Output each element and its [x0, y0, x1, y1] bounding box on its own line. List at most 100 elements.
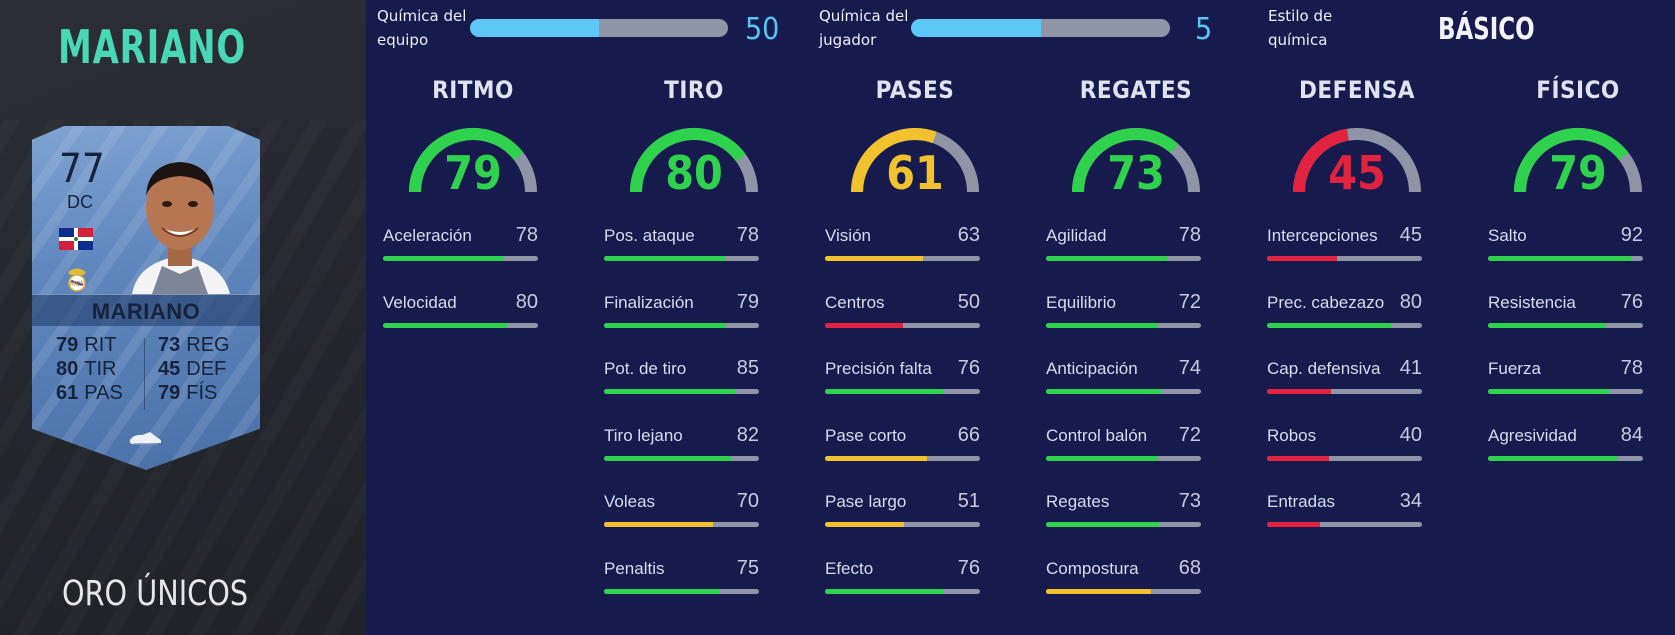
stat-row: Finalización 79 — [604, 291, 759, 333]
card-name-bar: MARIANO — [32, 294, 260, 326]
card-stat-sho: 80 TIR — [56, 358, 117, 380]
stat-bar — [1046, 322, 1201, 328]
stat-bar — [1267, 322, 1422, 328]
card-stat-pac: 79 RIT — [56, 334, 117, 356]
stat-bar — [825, 389, 980, 394]
stat-value: 70 — [736, 490, 759, 512]
stat-label: Regates — [1046, 492, 1110, 511]
stat-row: Compostura 68 — [1046, 556, 1201, 599]
category-rating: 45 — [1328, 146, 1386, 200]
category-title: PASES — [875, 76, 955, 104]
team-chemistry-label: Química del equipo — [377, 7, 467, 49]
stat-bar — [1046, 389, 1201, 394]
stat-bar — [604, 588, 759, 594]
stat-bar-fill — [1267, 522, 1320, 527]
player-panel: MARIANO 77 DC MCF — [0, 0, 366, 635]
player-chemistry-value: 5 — [1195, 12, 1213, 47]
stat-bar — [1267, 522, 1422, 527]
stat-row: Prec. cabezazo 80 — [1267, 291, 1422, 333]
stat-value: 76 — [1620, 290, 1643, 313]
stat-bar-fill — [383, 256, 504, 261]
stat-row: Penaltis 75 — [604, 557, 759, 599]
player-photo — [132, 162, 230, 294]
team-chemistry-bar — [470, 19, 728, 37]
stat-bar-fill — [1267, 322, 1391, 328]
category-rating: 79 — [1549, 146, 1607, 200]
category-gauge — [1514, 128, 1642, 193]
stat-label: Compostura — [1046, 558, 1139, 578]
stat-value: 74 — [1178, 357, 1201, 379]
stat-bar — [1488, 455, 1643, 461]
stat-bar — [1267, 389, 1422, 394]
stat-row: Visión 63 — [825, 224, 980, 266]
stat-value: 72 — [1178, 290, 1201, 313]
category-rating: 79 — [444, 146, 502, 200]
stat-bar — [604, 455, 759, 461]
stat-row: Precisión falta 76 — [825, 357, 980, 399]
stat-label: Finalización — [604, 292, 694, 312]
stat-bar-fill — [825, 322, 903, 328]
stat-value: 80 — [515, 290, 538, 313]
stat-value: 76 — [957, 357, 980, 379]
stat-value: 73 — [1178, 490, 1201, 512]
stat-value: 78 — [1178, 224, 1201, 246]
stat-row: Regates 73 — [1046, 490, 1201, 532]
chemistry-style-value[interactable]: BÁSICO — [1438, 12, 1535, 47]
stat-value: 92 — [1620, 224, 1643, 246]
stat-bar — [1488, 322, 1643, 328]
card-stats-divider — [144, 338, 145, 410]
stat-row: Pase corto 66 — [825, 424, 980, 466]
stat-bar — [1488, 389, 1643, 394]
gauge-fill — [851, 128, 937, 193]
stat-row: Velocidad 80 — [383, 290, 538, 333]
card-type-label: ORO ÚNICOS — [62, 574, 249, 614]
stat-value: 78 — [515, 224, 538, 246]
stat-bar-fill — [1046, 588, 1152, 594]
stat-value: 82 — [736, 423, 759, 446]
stat-bar-fill — [604, 389, 736, 394]
stat-label: Resistencia — [1488, 292, 1576, 312]
card-stat-pas: 61 PAS — [56, 382, 123, 404]
stat-bar — [1046, 256, 1201, 261]
stat-bar-fill — [604, 256, 725, 261]
stat-label: Pot. de tiro — [604, 359, 687, 378]
stat-bar-fill — [383, 322, 507, 328]
stat-bar-fill — [1046, 389, 1161, 394]
stat-bar-fill — [825, 588, 943, 594]
stat-bar-fill — [604, 455, 732, 461]
stat-value: 51 — [957, 490, 980, 512]
stat-bar — [1046, 522, 1201, 527]
stat-row: Aceleración 78 — [383, 224, 538, 266]
dominican-flag-icon — [59, 228, 93, 250]
stat-row: Agresividad 84 — [1488, 424, 1643, 466]
stat-row: Equilibrio 72 — [1046, 290, 1201, 333]
stat-bar-fill — [1046, 522, 1160, 527]
stat-value: 45 — [1399, 224, 1422, 246]
stat-row: Fuerza 78 — [1488, 357, 1643, 399]
stat-bar-fill — [1046, 256, 1167, 261]
stat-bar — [604, 256, 759, 261]
boot-icon — [129, 432, 162, 445]
stat-label: Velocidad — [383, 292, 457, 312]
stat-label: Voleas — [604, 492, 656, 511]
stat-row: Salto 92 — [1488, 224, 1643, 266]
stat-bar-fill — [604, 588, 721, 594]
category-title: RITMO — [432, 76, 514, 104]
stat-value: 76 — [957, 556, 980, 579]
stat-value: 68 — [1178, 556, 1201, 579]
stat-label: Robos — [1267, 425, 1317, 445]
stat-value: 72 — [1178, 423, 1201, 446]
stat-bar — [1046, 455, 1201, 461]
stat-label: Visión — [825, 226, 871, 245]
player-card[interactable]: 77 DC MCF MARIAN — [32, 126, 260, 470]
player-chemistry-bar — [911, 19, 1170, 37]
stat-bar — [825, 588, 980, 594]
stat-bar-fill — [825, 522, 905, 527]
stat-bar-fill — [1267, 455, 1329, 461]
stat-label: Aceleración — [383, 226, 472, 245]
stat-label: Prec. cabezazo — [1267, 292, 1385, 312]
card-position: DC — [67, 192, 93, 212]
stat-row: Centros 50 — [825, 291, 980, 333]
stat-bar — [825, 322, 980, 328]
category-gauge — [409, 128, 537, 193]
